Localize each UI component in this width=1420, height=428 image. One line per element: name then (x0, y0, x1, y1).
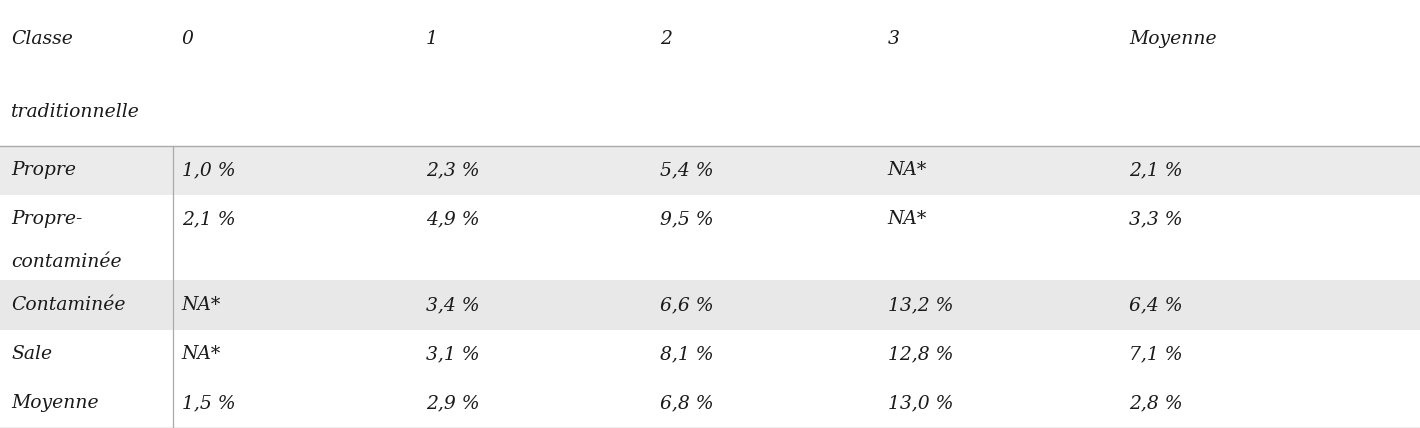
Bar (0, 146, 1420, 195)
Text: NA*: NA* (888, 161, 927, 179)
Text: 5,4 %: 5,4 % (660, 161, 714, 179)
Text: 9,5 %: 9,5 % (660, 210, 714, 229)
Text: Contaminée: Contaminée (11, 296, 126, 314)
Text: NA*: NA* (182, 296, 222, 314)
Text: 6,8 %: 6,8 % (660, 394, 714, 413)
Text: contaminée: contaminée (11, 253, 122, 271)
Text: NA*: NA* (182, 345, 222, 363)
Text: 3,4 %: 3,4 % (426, 296, 480, 314)
Text: 3: 3 (888, 30, 899, 48)
Text: 0: 0 (182, 30, 193, 48)
Bar (0, 280, 1420, 330)
Text: 1,5 %: 1,5 % (182, 394, 236, 413)
Text: Propre: Propre (11, 161, 77, 179)
Text: 12,8 %: 12,8 % (888, 345, 953, 363)
Text: 13,0 %: 13,0 % (888, 394, 953, 413)
Text: 6,4 %: 6,4 % (1129, 296, 1183, 314)
Text: 4,9 %: 4,9 % (426, 210, 480, 229)
Text: 3,3 %: 3,3 % (1129, 210, 1183, 229)
Text: Propre-: Propre- (11, 210, 82, 229)
Text: 2,1 %: 2,1 % (1129, 161, 1183, 179)
Text: 8,1 %: 8,1 % (660, 345, 714, 363)
Text: 1,0 %: 1,0 % (182, 161, 236, 179)
Text: 1: 1 (426, 30, 437, 48)
Text: Classe: Classe (11, 30, 74, 48)
Text: 2,3 %: 2,3 % (426, 161, 480, 179)
Text: 2,1 %: 2,1 % (182, 210, 236, 229)
Text: traditionnelle: traditionnelle (11, 103, 141, 121)
Text: 7,1 %: 7,1 % (1129, 345, 1183, 363)
Text: 2,8 %: 2,8 % (1129, 394, 1183, 413)
Text: 2,9 %: 2,9 % (426, 394, 480, 413)
Text: Sale: Sale (11, 345, 53, 363)
Text: NA*: NA* (888, 210, 927, 229)
Text: Moyenne: Moyenne (1129, 30, 1217, 48)
Text: Moyenne: Moyenne (11, 394, 99, 413)
Text: 13,2 %: 13,2 % (888, 296, 953, 314)
Text: 3,1 %: 3,1 % (426, 345, 480, 363)
Text: 2: 2 (660, 30, 672, 48)
Text: 6,6 %: 6,6 % (660, 296, 714, 314)
